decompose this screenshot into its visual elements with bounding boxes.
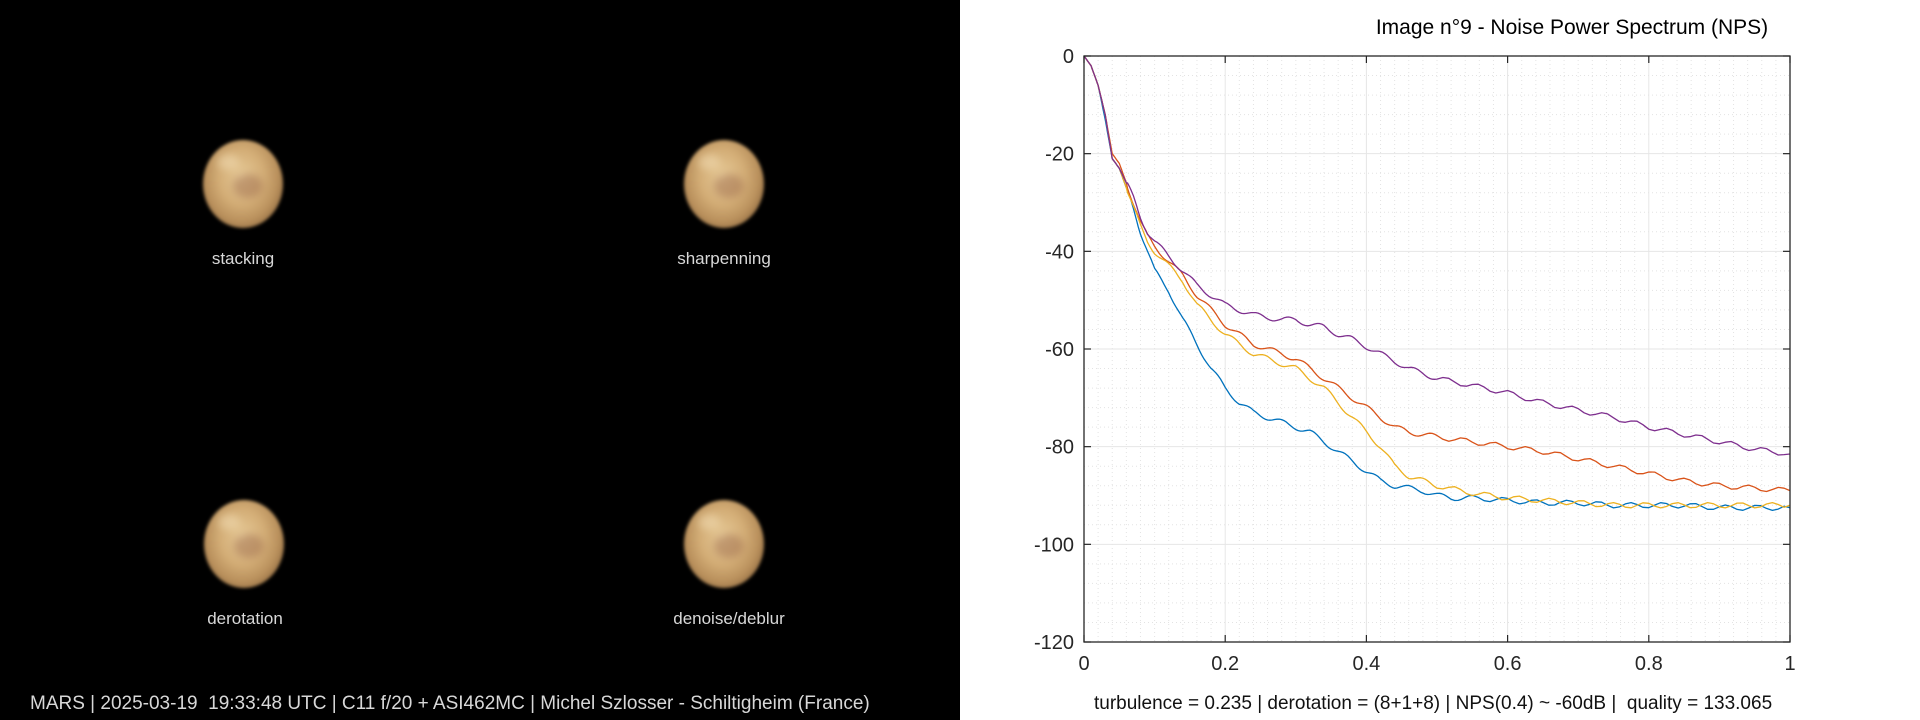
image-caption: MARS | 2025-03-19 19:33:48 UTC | C11 f/2…	[30, 693, 870, 714]
y-tick-label: -100	[1034, 534, 1074, 556]
x-tick-label: 0.8	[1635, 653, 1663, 675]
axis-ticks	[1083, 55, 1791, 643]
stats-footer: turbulence = 0.235 | derotation = (8+1+8…	[1094, 693, 1773, 714]
y-tick-label: -80	[1045, 437, 1074, 459]
x-tick-label: 1	[1784, 653, 1795, 675]
image-panel: stacking sharpenning derotation denoise/…	[0, 0, 960, 720]
major-grid	[1083, 55, 1791, 643]
y-tick-label: -60	[1045, 339, 1074, 361]
x-tick-label: 0	[1078, 653, 1089, 675]
panel-label-denoise-deblur: denoise/deblur	[673, 609, 785, 628]
y-tick-label: -120	[1034, 632, 1074, 654]
x-tick-label: 0.6	[1494, 653, 1522, 675]
y-tick-label: -40	[1045, 241, 1074, 263]
x-tick-label: 0.2	[1211, 653, 1239, 675]
panel-label-derotation: derotation	[207, 609, 283, 628]
series-line-3	[1083, 55, 1791, 509]
mars-image-denoise-deblur	[684, 500, 764, 588]
tick-labels: 0 0.2 0.4 0.6 0.8 1 0 -20 -40 -60 -80 -100 -120	[1034, 46, 1796, 675]
series-line-2	[1083, 55, 1791, 493]
panel-label-sharpenning: sharpenning	[677, 249, 771, 268]
chart-title: Image n°9 - Noise Power Spectrum (NPS)	[1376, 16, 1768, 39]
series-line-4	[1083, 55, 1791, 456]
y-tick-label: 0	[1063, 46, 1074, 68]
panel-label-stacking: stacking	[211, 249, 275, 268]
nps-chart: Image n°9 - Noise Power Spectrum (NPS) 0…	[1034, 16, 1796, 675]
series-lines	[1083, 55, 1791, 512]
y-tick-label: -20	[1045, 144, 1074, 166]
mars-image-sharpenning	[684, 140, 764, 228]
x-tick-label: 0.4	[1352, 653, 1380, 675]
mars-image-stacking	[203, 140, 283, 228]
mars-image-derotation	[204, 500, 284, 588]
